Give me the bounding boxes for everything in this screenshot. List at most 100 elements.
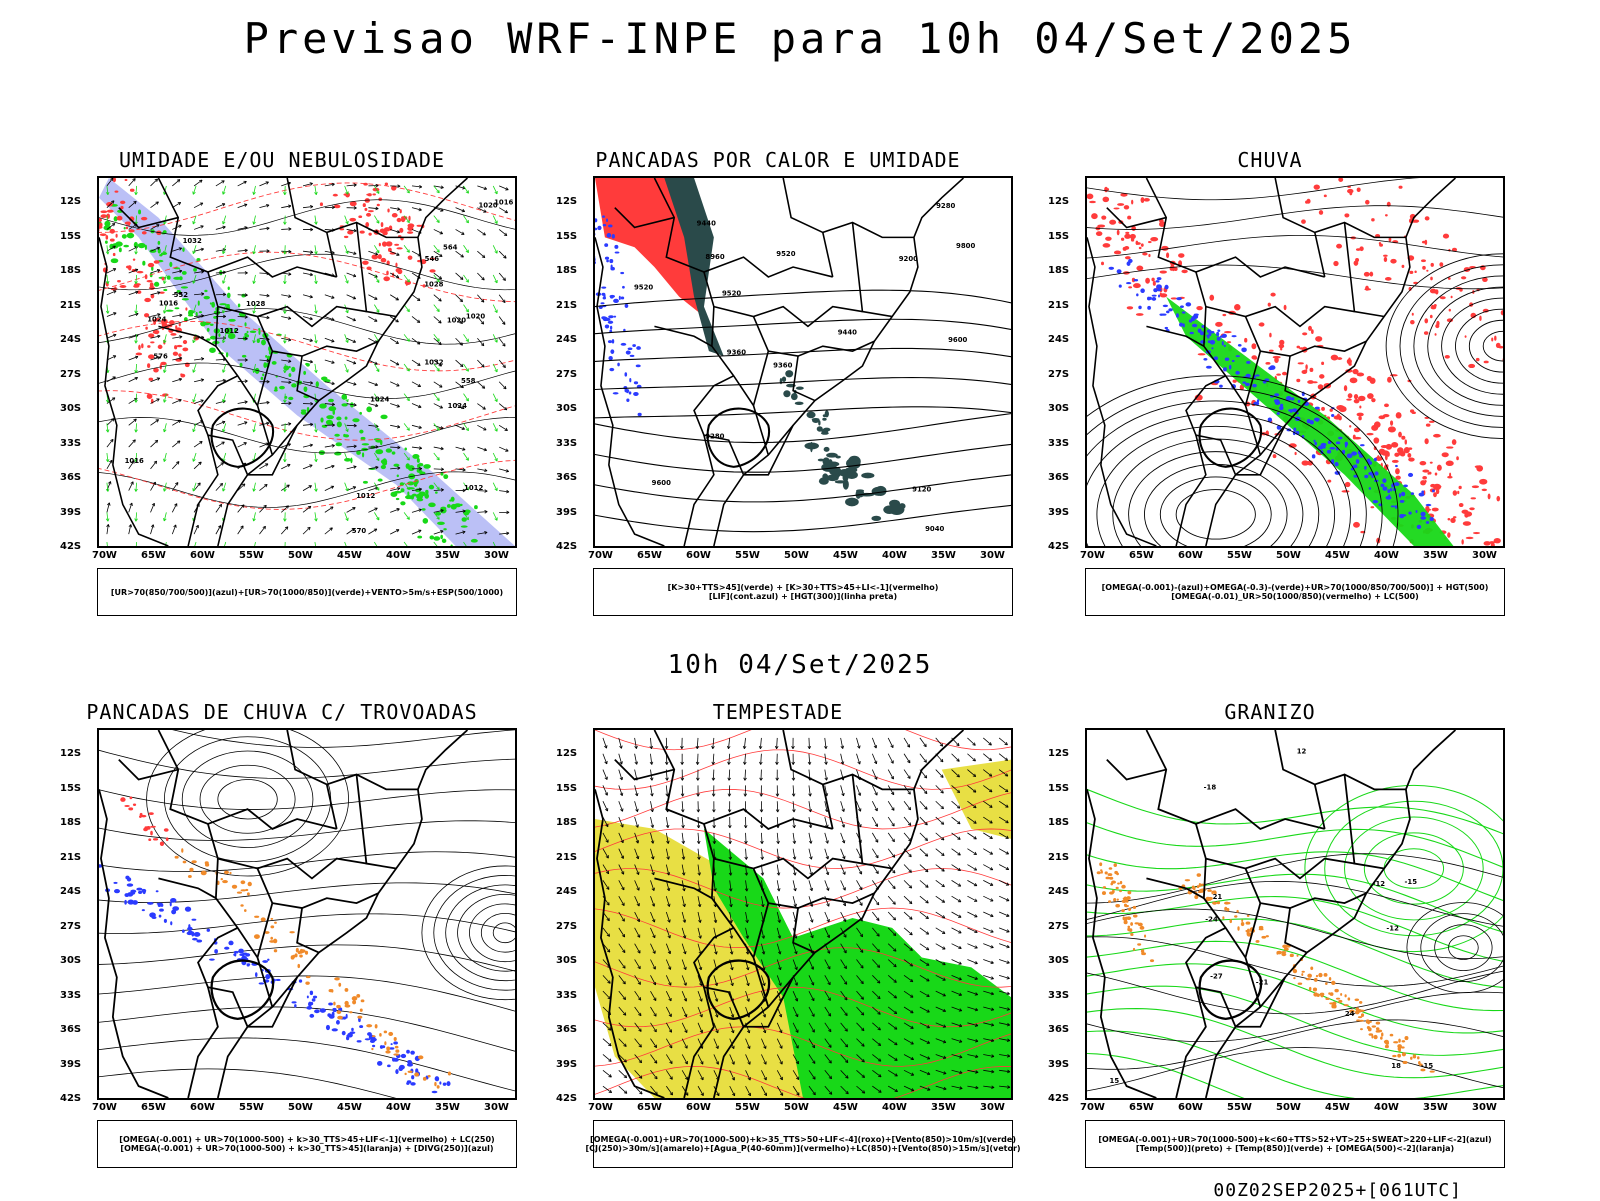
longitude-label: 70W: [1080, 1102, 1105, 1113]
isobar-label: 1024: [370, 396, 389, 404]
latitude-label: 24S: [60, 334, 81, 345]
run-timestamp: 00Z02SEP2025+[061UTC]: [1213, 1180, 1462, 1201]
latitude-label: 12S: [1048, 196, 1069, 207]
longitude-label: 40W: [882, 550, 907, 561]
latitude-label: 12S: [60, 196, 81, 207]
latitude-label: 33S: [1048, 990, 1069, 1001]
isobar-label: 576: [153, 352, 168, 360]
latitude-label: 30S: [556, 403, 577, 414]
latitude-label: 18S: [1048, 265, 1069, 276]
isobar-label: 1028: [246, 300, 265, 308]
latitude-label: 39S: [556, 1059, 577, 1070]
legend-line: [OMEGA(-0.001)-(azul)+OMEGA(-0.3)-(verde…: [1102, 583, 1489, 592]
temperature-label: -15: [1421, 1062, 1434, 1070]
longitude-label: 35W: [1423, 1102, 1448, 1113]
latitude-label: 30S: [1048, 955, 1069, 966]
latitude-label: 36S: [1048, 1024, 1069, 1035]
isobar-label: 1032: [183, 237, 202, 245]
longitude-label: 45W: [337, 550, 362, 561]
map-canvas: 9600960098009520944093609280952094409360…: [595, 178, 1011, 546]
latitude-label: 42S: [1048, 1093, 1069, 1104]
latitude-label: 33S: [1048, 438, 1069, 449]
longitude-label: 50W: [784, 1102, 809, 1113]
longitude-label: 40W: [882, 1102, 907, 1113]
longitude-label: 65W: [637, 1102, 662, 1113]
isobar-label: 1012: [356, 492, 375, 500]
latitude-label: 21S: [1048, 300, 1069, 311]
temperature-label: -21: [1256, 978, 1269, 986]
forecast-time-title: 10h 04/Set/2025: [0, 650, 1600, 680]
height-label: 9440: [838, 328, 857, 336]
panel-title: PANCADAS POR CALOR E UMIDADE: [538, 148, 1018, 172]
panel-legend: [OMEGA(-0.001) + UR>70(1000-500) + k>30_…: [97, 1120, 517, 1168]
isobar-label: 1016: [494, 198, 513, 206]
latitude-label: 27S: [556, 369, 577, 380]
longitude-label: 45W: [337, 1102, 362, 1113]
legend-line: [CJ(250)>30m/s](amarelo)+[Agua_P(40-60mm…: [585, 1144, 1020, 1153]
longitude-label: 45W: [1325, 1102, 1350, 1113]
latitude-label: 15S: [60, 231, 81, 242]
longitude-label: 45W: [1325, 550, 1350, 561]
legend-line: [OMEGA(-0.01)_UR>50(1000/850)(vermelho) …: [1171, 592, 1419, 601]
latitude-label: 30S: [60, 955, 81, 966]
isobar-label: 1016: [125, 457, 144, 465]
longitude-label: 30W: [484, 1102, 509, 1113]
latitude-label: 18S: [556, 265, 577, 276]
isobar-label: 1024: [448, 402, 467, 410]
longitude-label: 60W: [686, 550, 711, 561]
longitude-label: 50W: [784, 550, 809, 561]
temperature-label: -12: [1373, 880, 1386, 888]
latitude-label: 15S: [556, 783, 577, 794]
longitude-label: 55W: [735, 550, 760, 561]
height-label: 9280: [705, 433, 724, 441]
longitude-label: 70W: [588, 550, 613, 561]
longitude-label: 40W: [386, 550, 411, 561]
latitude-label: 36S: [556, 1024, 577, 1035]
panel-legend: [UR>70(850/700/500)](azul)+[UR>70(1000/8…: [97, 568, 517, 616]
longitude-label: 65W: [1129, 1102, 1154, 1113]
latitude-label: 21S: [1048, 852, 1069, 863]
latitude-label: 21S: [60, 852, 81, 863]
longitude-label: 40W: [386, 1102, 411, 1113]
latitude-label: 39S: [1048, 507, 1069, 518]
legend-line: [OMEGA(-0.001) + UR>70(1000-500) + k>30_…: [119, 1135, 494, 1144]
longitude-label: 35W: [435, 1102, 460, 1113]
temperature-label: 18: [1391, 1062, 1401, 1070]
isobar-label: 1032: [424, 359, 443, 367]
longitude-label: 65W: [141, 550, 166, 561]
height-label: 9120: [912, 486, 931, 494]
longitude-label: 55W: [1227, 550, 1252, 561]
latitude-label: 24S: [1048, 334, 1069, 345]
legend-line: [K>30+TTS>45](verde) + [K>30+TTS>45+LI<-…: [668, 583, 939, 592]
latitude-label: 39S: [60, 1059, 81, 1070]
longitude-label: 60W: [190, 550, 215, 561]
latitude-label: 42S: [556, 1093, 577, 1104]
longitude-label: 30W: [1472, 550, 1497, 561]
latitude-label: 24S: [60, 886, 81, 897]
map-plot: [97, 728, 517, 1100]
legend-line: [Temp(500)](preto) + [Temp(850)](verde) …: [1136, 1144, 1454, 1153]
legend-line: [LIF](cont.azul) + [HGT(300)](linha pret…: [709, 592, 897, 601]
map-canvas: 1012101210161020102410281020103210241028…: [99, 178, 515, 546]
height-label: 9440: [697, 220, 716, 228]
longitude-label: 30W: [1472, 1102, 1497, 1113]
longitude-label: 60W: [1178, 550, 1203, 561]
longitude-label: 40W: [1374, 550, 1399, 561]
longitude-label: 35W: [435, 550, 460, 561]
longitude-label: 35W: [1423, 550, 1448, 561]
longitude-label: 65W: [141, 1102, 166, 1113]
longitude-label: 50W: [288, 550, 313, 561]
panel-legend: [OMEGA(-0.001)-(azul)+OMEGA(-0.3)-(verde…: [1085, 568, 1505, 616]
latitude-label: 42S: [60, 541, 81, 552]
latitude-label: 24S: [556, 886, 577, 897]
panel-legend: [OMEGA(-0.001)+UR>70(1000-500)+k>35_TTS>…: [593, 1120, 1013, 1168]
latitude-label: 36S: [1048, 472, 1069, 483]
temperature-label: -24: [1205, 915, 1218, 923]
temperature-label: -15: [1405, 878, 1418, 886]
isobar-label: 552: [174, 291, 189, 299]
isobar-label: 1024: [147, 316, 166, 324]
latitude-label: 15S: [1048, 783, 1069, 794]
map-plot: [1085, 176, 1505, 548]
isobar-label: 1020: [447, 317, 466, 325]
